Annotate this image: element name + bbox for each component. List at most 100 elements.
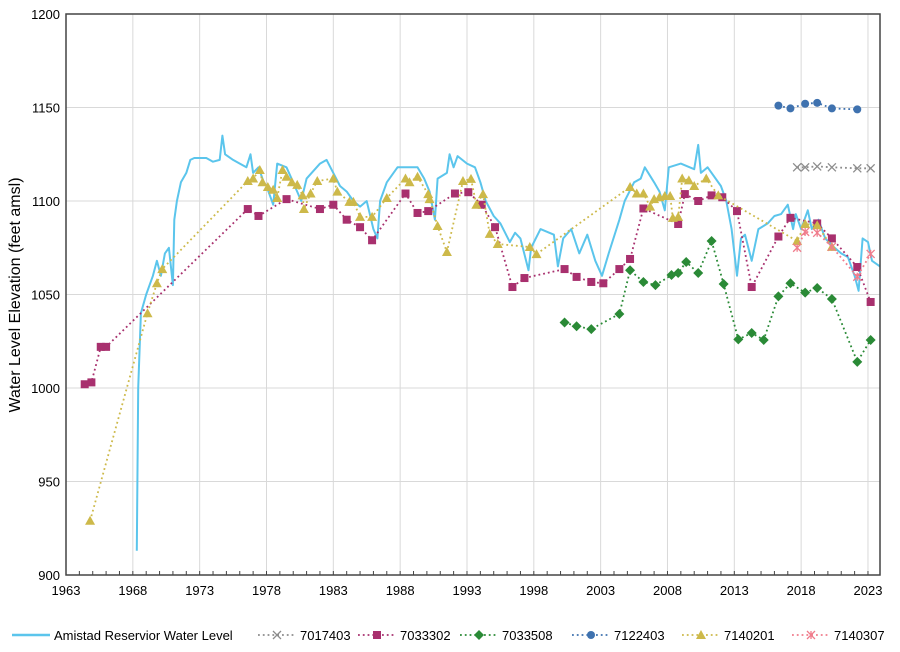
marker-square xyxy=(674,220,683,229)
legend: Amistad Reservior Water Level 7017403 7033… xyxy=(12,628,885,643)
marker-diamond xyxy=(758,334,769,345)
marker-triangle xyxy=(262,181,273,191)
marker-triangle xyxy=(812,220,823,230)
marker-diamond xyxy=(474,630,484,640)
axes: 900 950 1000 1050 1100 1150 1200 1963 1968 1973 19… xyxy=(31,7,882,598)
marker-square xyxy=(254,211,263,220)
marker-diamond xyxy=(571,321,582,332)
marker-asterisk xyxy=(806,630,816,640)
series-7140307 xyxy=(792,227,876,282)
marker-triangle xyxy=(268,184,279,194)
marker-triangle xyxy=(465,173,476,183)
marker-x xyxy=(827,162,837,172)
legend-item: 7033302 xyxy=(358,628,451,643)
legend-item: 7017403 xyxy=(258,628,351,643)
marker-diamond xyxy=(826,293,837,304)
marker-triangle xyxy=(457,175,468,185)
marker-circle xyxy=(774,101,783,110)
marker-square xyxy=(315,205,324,214)
marker-square xyxy=(356,223,365,232)
marker-square xyxy=(424,207,433,216)
marker-triangle xyxy=(424,194,435,204)
marker-triangle xyxy=(151,278,162,288)
marker-triangle xyxy=(696,630,706,639)
series-7140201 xyxy=(85,164,837,525)
marker-square xyxy=(80,380,89,389)
legend-item: 7033508 xyxy=(460,628,553,643)
marker-square xyxy=(626,254,635,263)
marker-triangle xyxy=(85,515,96,525)
marker-square xyxy=(774,232,783,241)
marker-triangle xyxy=(298,204,309,214)
marker-square xyxy=(639,204,648,213)
marker-square xyxy=(707,191,716,200)
x-tick-label: 1983 xyxy=(319,583,348,598)
x-tick-label: 2023 xyxy=(854,583,883,598)
marker-square xyxy=(747,283,756,292)
marker-triangle xyxy=(478,189,489,199)
marker-circle xyxy=(827,104,836,113)
marker-circle xyxy=(786,104,795,113)
marker-square xyxy=(464,188,473,197)
marker-square xyxy=(520,274,529,283)
marker-triangle xyxy=(800,219,811,229)
marker-triangle xyxy=(348,196,359,206)
x-tick-label: 1978 xyxy=(252,583,281,598)
marker-triangle xyxy=(381,193,392,203)
marker-square xyxy=(243,205,252,214)
y-tick-label: 950 xyxy=(38,475,60,490)
x-tick-label: 2018 xyxy=(787,583,816,598)
series-7122403 xyxy=(774,98,862,114)
marker-triangle xyxy=(665,190,676,200)
marker-square xyxy=(587,277,596,286)
marker-triangle xyxy=(677,173,688,183)
y-tick-label: 1100 xyxy=(32,194,60,209)
marker-triangle xyxy=(242,175,253,185)
marker-circle xyxy=(813,98,822,107)
marker-triangle xyxy=(441,247,452,257)
series-line xyxy=(796,231,872,278)
marker-square xyxy=(786,213,795,222)
marker-diamond xyxy=(586,324,597,335)
y-tick-label: 1150 xyxy=(32,101,60,116)
marker-diamond xyxy=(812,282,823,293)
x-tick-label: 1973 xyxy=(185,583,214,598)
marker-diamond xyxy=(718,279,729,290)
marker-diamond xyxy=(852,356,863,367)
x-tick-label: 2003 xyxy=(586,583,615,598)
marker-triangle xyxy=(305,188,316,198)
marker-square xyxy=(853,263,862,272)
marker-square xyxy=(615,265,624,274)
marker-triangle xyxy=(332,186,343,196)
marker-x xyxy=(812,161,822,171)
marker-triangle xyxy=(673,211,684,221)
marker-square xyxy=(102,342,111,351)
marker-x xyxy=(800,162,810,172)
marker-triangle xyxy=(631,188,642,198)
marker-triangle xyxy=(297,190,308,200)
legend-label: Amistad Reservior Water Level xyxy=(54,628,233,643)
marker-diamond xyxy=(650,280,661,291)
marker-x xyxy=(272,630,282,640)
marker-triangle xyxy=(471,199,482,209)
marker-triangle xyxy=(277,164,288,174)
marker-triangle xyxy=(683,175,694,185)
marker-diamond xyxy=(625,265,636,276)
marker-triangle xyxy=(286,177,297,187)
legend-label: 7140201 xyxy=(724,628,775,643)
marker-square xyxy=(491,223,500,232)
y-tick-label: 1200 xyxy=(31,7,60,22)
legend-label: 7140307 xyxy=(834,628,885,643)
legend-label: 7033508 xyxy=(502,628,553,643)
marker-square xyxy=(694,197,703,205)
marker-square xyxy=(732,207,741,216)
series-line xyxy=(135,134,881,551)
x-tick-label: 2008 xyxy=(653,583,682,598)
y-axis-label: Water Level Elevation (feet amsl) xyxy=(7,177,24,412)
marker-square xyxy=(342,215,351,224)
marker-triangle xyxy=(404,177,415,187)
marker-triangle xyxy=(484,228,495,238)
y-tick-label: 1050 xyxy=(31,288,60,303)
plot-frame xyxy=(65,13,881,576)
